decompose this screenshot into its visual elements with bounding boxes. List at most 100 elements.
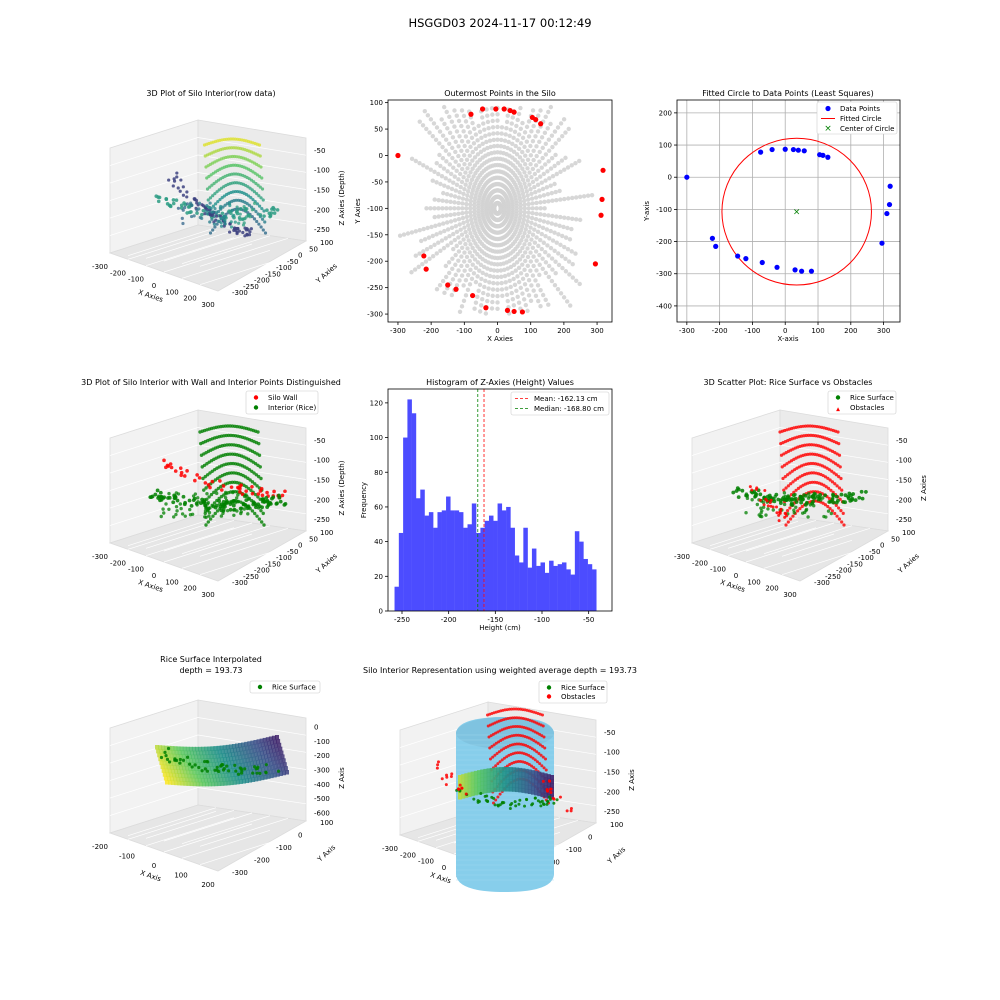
gray-point bbox=[450, 256, 455, 261]
gray-point bbox=[552, 230, 557, 235]
surface-cell bbox=[172, 765, 177, 770]
surface-point bbox=[228, 230, 232, 234]
surface-cell bbox=[540, 788, 545, 793]
surface-cell bbox=[550, 783, 554, 788]
surface-cell bbox=[175, 765, 180, 771]
obstacle-point bbox=[494, 798, 498, 802]
obstacle-point bbox=[842, 523, 846, 527]
surface-point bbox=[233, 227, 237, 231]
surface-cell bbox=[187, 754, 192, 760]
gray-point bbox=[531, 123, 536, 129]
gray-point bbox=[540, 225, 546, 230]
obstacle-point bbox=[786, 520, 790, 524]
data-point bbox=[801, 148, 807, 154]
gray-point bbox=[543, 270, 549, 276]
x-tick-label: -200 bbox=[400, 851, 416, 859]
y-tick-label: 100 bbox=[902, 529, 915, 537]
surface-cell bbox=[212, 754, 217, 759]
surface-cell bbox=[537, 771, 542, 777]
surface-cell bbox=[275, 759, 280, 765]
gray-point bbox=[443, 176, 448, 181]
interior-point bbox=[235, 509, 239, 513]
gray-point bbox=[530, 166, 536, 172]
gray-point bbox=[550, 213, 555, 219]
interior-point bbox=[203, 509, 208, 513]
surface-cell bbox=[511, 783, 516, 788]
rice-point bbox=[509, 803, 513, 807]
surface-cell bbox=[277, 755, 282, 760]
interior-point bbox=[205, 502, 210, 506]
interior-point bbox=[257, 517, 262, 521]
gray-point bbox=[536, 223, 542, 229]
surface-cell bbox=[543, 777, 548, 782]
interior-point bbox=[164, 502, 168, 506]
obstacle-point bbox=[806, 452, 810, 456]
gray-point bbox=[518, 141, 524, 146]
obstacle-point bbox=[542, 766, 546, 770]
surface-cell bbox=[461, 778, 466, 783]
gray-point bbox=[485, 266, 490, 271]
x-tick-label: 100 bbox=[747, 578, 760, 586]
surface-cell bbox=[178, 773, 183, 778]
surface-point bbox=[262, 209, 266, 213]
histogram-bar bbox=[437, 512, 442, 611]
gray-point bbox=[561, 117, 567, 122]
grid-line bbox=[199, 817, 289, 847]
x-tick-label: 0 bbox=[442, 864, 446, 872]
obstacle-point bbox=[516, 707, 520, 711]
x-tick-label: 0 bbox=[495, 327, 499, 335]
surface-cell bbox=[242, 746, 247, 751]
surface-cell bbox=[266, 741, 271, 746]
obstacle-point bbox=[769, 498, 773, 502]
gray-point bbox=[457, 171, 463, 177]
obstacle-point bbox=[784, 486, 788, 490]
y-axis-label: Y Axis bbox=[315, 843, 337, 864]
y-tick-label: 80 bbox=[374, 469, 383, 477]
surface-point bbox=[249, 227, 253, 231]
x-tick-label: 300 bbox=[877, 327, 890, 335]
gray-point bbox=[475, 138, 480, 143]
interior-point bbox=[195, 503, 199, 507]
x-tick-label: -300 bbox=[92, 553, 108, 561]
gray-point bbox=[546, 148, 552, 153]
obstacle-point bbox=[762, 503, 766, 507]
obstacle-point bbox=[565, 809, 569, 813]
gray-point bbox=[549, 155, 555, 161]
outermost-point bbox=[423, 266, 429, 272]
rice-point bbox=[753, 491, 758, 496]
gray-point bbox=[530, 211, 535, 216]
gray-point bbox=[432, 206, 437, 211]
surface-point bbox=[172, 177, 176, 181]
gray-point bbox=[525, 263, 531, 269]
surface-cell bbox=[210, 769, 215, 775]
surface-cell bbox=[185, 777, 190, 783]
y-axis-label: Frequency bbox=[360, 482, 368, 518]
gray-point bbox=[495, 137, 500, 142]
rice-point bbox=[513, 800, 517, 804]
grid-line bbox=[145, 527, 235, 557]
gray-point bbox=[529, 215, 535, 221]
gray-point bbox=[422, 237, 428, 242]
gray-point bbox=[443, 263, 449, 269]
interior-point bbox=[155, 488, 160, 493]
gray-point bbox=[461, 174, 466, 180]
histogram-bar bbox=[536, 565, 541, 611]
histogram-bar bbox=[441, 510, 447, 611]
interior-point bbox=[231, 503, 236, 508]
gray-point bbox=[426, 235, 432, 240]
gray-point bbox=[514, 288, 519, 294]
gray-point bbox=[421, 226, 426, 232]
gray-point bbox=[438, 181, 443, 187]
wall-point bbox=[218, 479, 222, 483]
surface-cell bbox=[195, 746, 199, 752]
surface-cell bbox=[486, 776, 491, 781]
surface-cell bbox=[483, 788, 488, 794]
obstacle-point bbox=[541, 779, 545, 783]
interior-point bbox=[256, 502, 261, 507]
gray-point bbox=[467, 258, 472, 264]
surface-cell bbox=[177, 769, 182, 774]
interior-point bbox=[207, 514, 211, 518]
gray-point bbox=[442, 228, 447, 234]
outermost-point bbox=[538, 121, 544, 127]
gray-point bbox=[567, 237, 573, 242]
